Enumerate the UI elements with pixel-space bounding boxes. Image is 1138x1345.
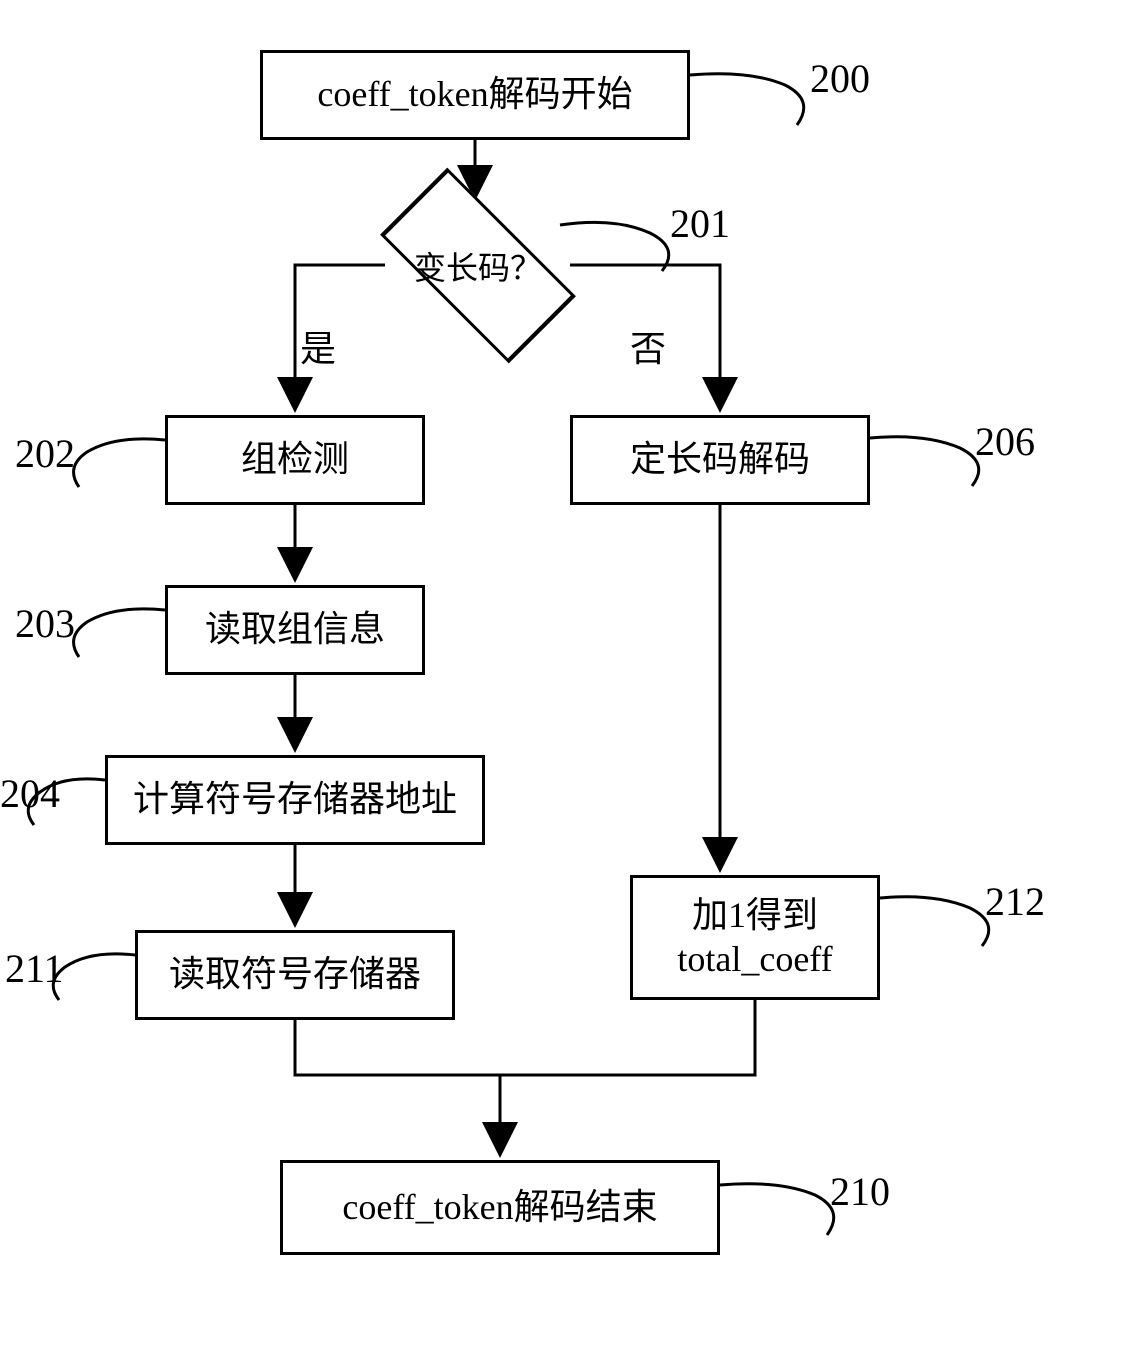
node-fixed-decode: 定长码解码 <box>570 415 870 505</box>
node-plus-one: 加1得到 total_coeff <box>630 875 880 1000</box>
node-label: 组检测 <box>241 438 349 481</box>
callout-204: 204 <box>0 770 60 817</box>
callout-210: 210 <box>830 1168 890 1215</box>
callout-200: 200 <box>810 55 870 102</box>
node-label: coeff_token解码结束 <box>342 1186 657 1229</box>
edge-label-yes: 是 <box>300 320 336 372</box>
edge-label-no: 否 <box>630 320 666 372</box>
node-label: 计算符号存储器地址 <box>133 778 457 821</box>
callout-211: 211 <box>5 945 64 992</box>
node-read-symbol-mem: 读取符号存储器 <box>135 930 455 1020</box>
node-end: coeff_token解码结束 <box>280 1160 720 1255</box>
node-read-group-info: 读取组信息 <box>165 585 425 675</box>
callout-212: 212 <box>985 878 1045 925</box>
flowchart-canvas: coeff_token解码开始 变长码？ 组检测 定长码解码 读取组信息 计算符… <box>0 0 1138 1345</box>
node-label: 读取组信息 <box>205 608 385 651</box>
node-decision-vlc: 变长码？ <box>413 218 543 313</box>
node-start: coeff_token解码开始 <box>260 50 690 140</box>
callout-203: 203 <box>15 600 75 647</box>
node-label: 变长码？ <box>414 243 542 289</box>
node-label: 加1得到 total_coeff <box>677 894 832 980</box>
node-label: coeff_token解码开始 <box>317 73 632 116</box>
node-group-detect: 组检测 <box>165 415 425 505</box>
node-calc-addr: 计算符号存储器地址 <box>105 755 485 845</box>
node-label: 定长码解码 <box>630 438 810 481</box>
node-label: 读取符号存储器 <box>169 953 421 996</box>
callout-202: 202 <box>15 430 75 477</box>
callout-206: 206 <box>975 418 1035 465</box>
callout-201: 201 <box>670 200 730 247</box>
